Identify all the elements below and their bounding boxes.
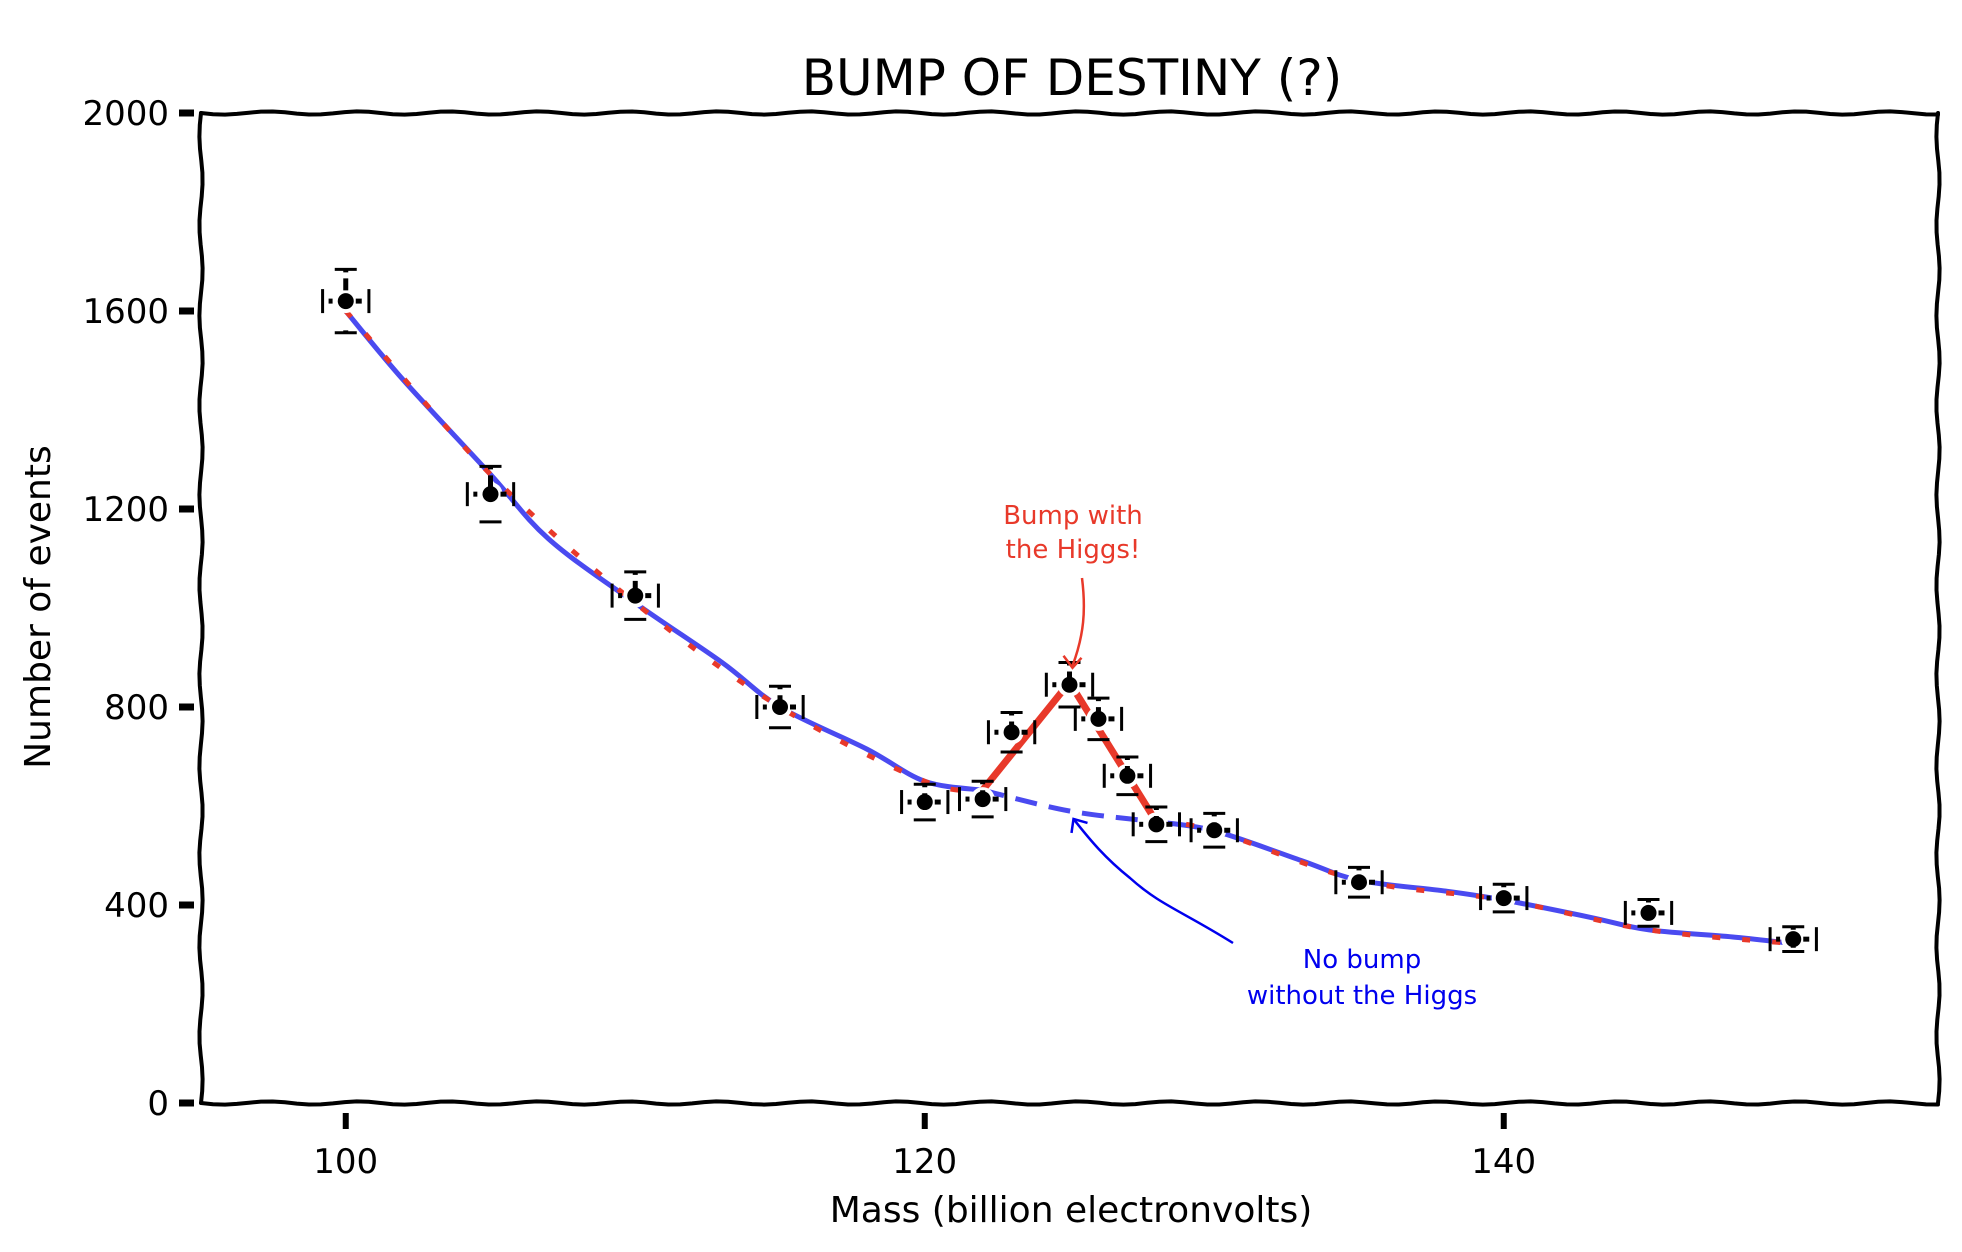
data-point <box>465 464 516 524</box>
arrow-head-icon <box>1062 655 1083 670</box>
annotation-text: the Higgs! <box>1006 535 1141 565</box>
x-tick-label: 100 <box>313 1142 378 1182</box>
bottom-spine <box>199 1099 1940 1107</box>
point-marker <box>1640 904 1657 921</box>
plot-frame <box>197 109 1942 1107</box>
annotation-text: without the Higgs <box>1247 981 1477 1011</box>
data-point <box>900 782 950 822</box>
point-marker <box>482 486 499 503</box>
point-marker <box>1148 816 1165 833</box>
top-spine <box>199 109 1940 117</box>
data-point <box>1623 898 1674 928</box>
data-point <box>1334 865 1384 899</box>
data-point <box>610 570 660 621</box>
data-point <box>1479 882 1529 914</box>
y-tick-label: 1600 <box>82 292 169 332</box>
y-tick-label: 1200 <box>82 490 169 530</box>
annotation-bump-with-higgs: Bump with the Higgs! <box>1003 501 1143 670</box>
annotation-no-bump: No bump without the Higgs <box>1070 817 1477 1011</box>
point-marker <box>1351 874 1367 891</box>
series-lines <box>343 308 1796 947</box>
data-point <box>1768 925 1818 954</box>
right-spine <box>1934 111 1942 1105</box>
x-tick-label: 140 <box>1471 1142 1536 1182</box>
y-tick-label: 2000 <box>82 94 169 134</box>
annotation-text: Bump with <box>1003 501 1143 531</box>
y-axis-ticks: 0 400 800 1200 1600 2000 <box>82 94 194 1124</box>
annotation-arrow-line <box>1071 577 1086 667</box>
background-line-right <box>1153 819 1796 947</box>
higgs-line-right <box>1155 819 1794 947</box>
point-marker <box>916 794 933 811</box>
point-marker <box>337 293 354 310</box>
data-point <box>1073 696 1124 742</box>
data-point <box>1102 755 1153 797</box>
data-point <box>321 267 371 335</box>
left-spine <box>197 111 205 1105</box>
point-marker <box>627 587 644 604</box>
chart-title: BUMP OF DESTINY (?) <box>802 49 1343 107</box>
annotation-arrow-line <box>1072 818 1234 945</box>
y-axis-label: Number of events <box>18 445 59 769</box>
point-marker <box>1785 931 1802 948</box>
x-axis-label: Mass (billion electronvolts) <box>830 1190 1313 1231</box>
point-marker <box>1495 890 1512 907</box>
higgs-line-left <box>343 309 983 793</box>
y-tick-label: 800 <box>104 688 169 728</box>
data-point <box>755 684 805 730</box>
data-point <box>1189 811 1239 849</box>
point-marker <box>974 791 991 808</box>
data-point <box>1131 805 1182 844</box>
point-marker <box>1119 767 1136 784</box>
point-marker <box>1061 676 1078 693</box>
x-axis-ticks: 100 120 140 <box>313 1113 1536 1182</box>
point-marker <box>1090 710 1107 727</box>
point-marker <box>772 699 788 715</box>
y-tick-label: 0 <box>147 1084 169 1124</box>
y-tick-label: 400 <box>104 886 169 926</box>
data-point <box>957 779 1008 819</box>
data-points <box>321 267 1818 954</box>
background-line-left <box>343 308 986 793</box>
annotations: Bump with the Higgs! No bump without the Hi… <box>1003 501 1477 1011</box>
arrow-head-icon <box>1070 817 1088 834</box>
annotation-text: No bump <box>1303 945 1421 975</box>
background-line-dashed <box>982 787 1157 825</box>
point-marker <box>1206 822 1223 839</box>
data-point <box>986 710 1037 754</box>
point-marker <box>1003 724 1020 741</box>
x-tick-label: 120 <box>892 1142 957 1182</box>
data-point <box>1044 660 1095 709</box>
